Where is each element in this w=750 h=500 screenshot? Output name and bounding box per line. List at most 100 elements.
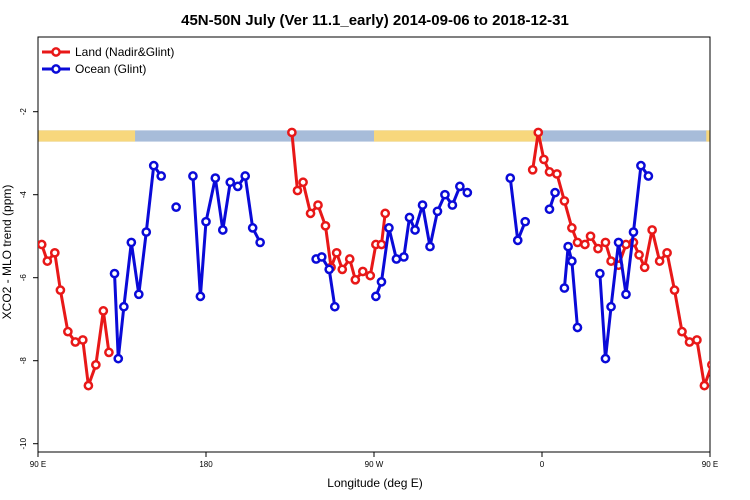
data-point (313, 200, 323, 210)
data-point (634, 250, 644, 260)
data-point (417, 200, 428, 210)
series-line (508, 177, 527, 242)
axis-ticks: 90 E 180 90 W 0 90 E -2 -4 -6 -8 -10 (19, 108, 718, 469)
data-point (210, 173, 221, 183)
data-point (559, 196, 570, 206)
data-point (440, 189, 450, 200)
series-layer (38, 127, 723, 391)
data-point (432, 206, 443, 217)
data-point (699, 380, 710, 391)
data-point (550, 187, 560, 198)
data-point (255, 237, 265, 248)
data-point (606, 256, 616, 266)
data-point (527, 164, 538, 175)
data-point (410, 225, 420, 235)
data-point (38, 239, 47, 250)
data-point (621, 239, 631, 250)
data-point (600, 237, 611, 248)
data-point (447, 200, 458, 210)
data-point (324, 264, 335, 275)
x-tick-label: 0 (540, 460, 545, 469)
data-point (563, 241, 573, 252)
data-point (544, 204, 555, 215)
data-point (188, 171, 198, 181)
data-point (247, 223, 258, 233)
legend-entry-label: Ocean (Glint) (75, 62, 146, 76)
data-point (49, 247, 60, 258)
data-point (77, 335, 88, 345)
data-point (357, 266, 368, 277)
series-line (113, 164, 163, 361)
data-point (567, 256, 577, 266)
legend-marker (51, 64, 61, 74)
data-point (55, 285, 66, 295)
data-point (567, 223, 577, 233)
data-point (292, 185, 303, 196)
x-tick-label: 90 E (702, 460, 718, 469)
data-point (350, 274, 361, 285)
data-point (707, 360, 710, 370)
series-ocean (109, 160, 654, 364)
data-point (331, 247, 342, 258)
data-point (669, 285, 680, 295)
data-point (636, 160, 646, 171)
data-point (201, 216, 211, 227)
x-tick-label: 180 (199, 460, 213, 469)
data-point (692, 335, 702, 345)
data-point (98, 306, 109, 316)
data-point (572, 237, 583, 248)
data-point (240, 171, 251, 181)
data-point (316, 252, 327, 262)
data-point (621, 289, 631, 300)
data-point (462, 187, 473, 198)
data-point (384, 223, 394, 233)
data-point (662, 247, 672, 258)
data-point (595, 268, 605, 279)
data-point (533, 127, 544, 138)
data-point (305, 208, 316, 219)
data-point (195, 291, 206, 302)
data-point (399, 252, 409, 262)
series-line (290, 132, 387, 282)
data-point (593, 243, 603, 254)
x-tick-label: 90 E (30, 460, 46, 469)
data-point (298, 177, 308, 188)
land-band (374, 130, 542, 142)
data-point (104, 347, 114, 358)
chart-title: 45N-50N July (Ver 11.1_early) 2014-09-06… (181, 12, 569, 29)
y-axis-label: XCO2 - MLO trend (ppm) (0, 185, 14, 320)
data-point (585, 231, 596, 242)
data-point (643, 171, 654, 181)
data-point (539, 154, 549, 165)
data-point (63, 326, 73, 337)
data-point (572, 322, 583, 333)
data-point (225, 177, 236, 188)
data-point (371, 291, 381, 302)
data-point (639, 262, 650, 273)
x-tick-label: 90 W (365, 460, 384, 469)
data-point (156, 171, 167, 181)
data-point (133, 289, 144, 300)
data-point (83, 380, 94, 391)
data-point (42, 256, 53, 266)
series-line (562, 245, 579, 328)
data-point (320, 220, 331, 231)
legend-marker (51, 47, 61, 57)
data-point (380, 208, 391, 219)
data-point (520, 216, 531, 227)
y-tick-label: -8 (19, 357, 28, 365)
data-point (559, 283, 570, 293)
data-point (654, 256, 665, 266)
data-point (91, 360, 101, 370)
data-point (232, 181, 243, 192)
data-point (455, 181, 465, 192)
data-point (344, 254, 355, 264)
data-point (329, 301, 340, 312)
series-line (191, 174, 262, 298)
data-point (391, 254, 402, 264)
data-point (716, 307, 723, 314)
data-point (404, 212, 415, 223)
data-point (677, 326, 687, 337)
data-point (505, 173, 516, 183)
